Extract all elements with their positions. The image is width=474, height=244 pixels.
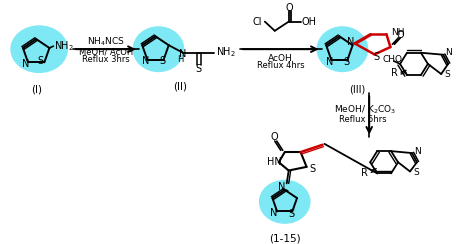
Text: O: O <box>286 3 293 13</box>
Text: S: S <box>310 164 316 174</box>
Ellipse shape <box>133 26 184 72</box>
Text: Reflux 3hrs: Reflux 3hrs <box>82 55 130 64</box>
Text: N: N <box>142 56 149 66</box>
Text: O: O <box>271 132 279 142</box>
Text: Reflux 5hrs: Reflux 5hrs <box>339 114 387 123</box>
Text: NH$_4$NCS: NH$_4$NCS <box>87 36 125 48</box>
Text: S: S <box>344 57 350 67</box>
Text: S: S <box>374 52 380 62</box>
Text: N: N <box>271 208 278 218</box>
Text: S: S <box>444 71 450 80</box>
Text: (III): (III) <box>349 84 365 94</box>
Text: S: S <box>37 56 44 66</box>
Text: (II): (II) <box>173 81 187 91</box>
Ellipse shape <box>317 26 368 72</box>
Text: AcOH: AcOH <box>268 54 293 63</box>
Text: R: R <box>361 168 368 178</box>
Text: N: N <box>347 37 355 47</box>
Text: S: S <box>160 56 166 66</box>
Ellipse shape <box>10 25 68 73</box>
Text: CHO: CHO <box>382 55 402 64</box>
Text: N: N <box>326 57 333 67</box>
Text: (1-15): (1-15) <box>269 234 301 244</box>
Text: NH$_2$: NH$_2$ <box>217 46 237 60</box>
Text: HN: HN <box>267 157 282 167</box>
Text: S: S <box>413 168 419 177</box>
Text: O: O <box>397 30 404 40</box>
Text: MeOH/ AcOH: MeOH/ AcOH <box>79 47 133 56</box>
Text: N: N <box>445 48 452 57</box>
Text: S: S <box>195 64 201 74</box>
Text: H: H <box>177 55 184 64</box>
Text: OH: OH <box>301 17 317 27</box>
Ellipse shape <box>259 180 310 224</box>
Text: NH$_2$: NH$_2$ <box>55 39 74 53</box>
Text: Reflux 4hrs: Reflux 4hrs <box>257 61 305 70</box>
Text: N: N <box>179 49 186 59</box>
Text: S: S <box>288 209 294 219</box>
Text: Cl: Cl <box>253 17 263 27</box>
Text: N: N <box>414 147 421 156</box>
Text: R: R <box>391 68 398 78</box>
Text: NH: NH <box>392 28 405 37</box>
Text: N: N <box>22 59 30 69</box>
Text: MeOH/ K$_2$CO$_3$: MeOH/ K$_2$CO$_3$ <box>335 104 397 116</box>
Text: N: N <box>278 182 285 192</box>
Text: (I): (I) <box>31 84 42 94</box>
